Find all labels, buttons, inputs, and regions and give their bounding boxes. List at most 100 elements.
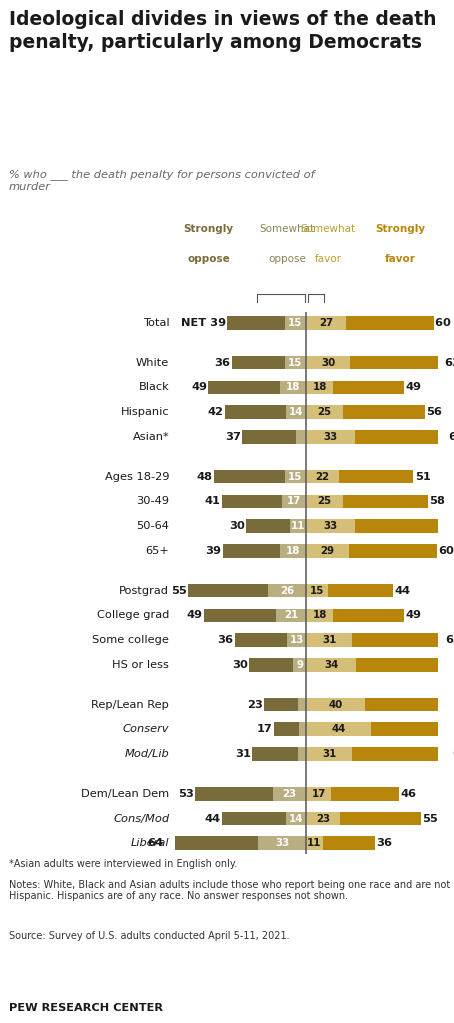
Text: PEW RESEARCH CENTER: PEW RESEARCH CENTER (9, 1003, 163, 1013)
Text: Liberal: Liberal (131, 838, 169, 848)
Bar (242, 430, 296, 444)
Text: % who ___ the death penalty for persons convicted of
murder: % who ___ the death penalty for persons … (9, 169, 315, 192)
Bar (346, 316, 434, 329)
Text: 36: 36 (377, 838, 393, 848)
Bar (306, 698, 365, 711)
Bar (352, 633, 444, 647)
Bar (306, 381, 333, 394)
Bar (287, 633, 306, 647)
Bar (306, 584, 328, 597)
Bar (343, 405, 425, 419)
Bar (281, 494, 306, 508)
Bar (280, 544, 306, 558)
Text: Rep/Lean Rep: Rep/Lean Rep (91, 700, 169, 710)
Text: 44: 44 (394, 585, 410, 595)
Text: Dem/Lean Dem: Dem/Lean Dem (81, 789, 169, 799)
Text: 65+: 65+ (146, 546, 169, 555)
Text: 31: 31 (322, 749, 336, 759)
Text: 44: 44 (204, 813, 220, 824)
Bar (232, 356, 285, 369)
Text: 30: 30 (229, 521, 245, 531)
Text: 18: 18 (312, 383, 327, 393)
Text: 50-64: 50-64 (137, 521, 169, 531)
Text: 40: 40 (329, 700, 343, 710)
Bar (227, 316, 285, 329)
Bar (306, 722, 371, 737)
Text: favor: favor (315, 254, 342, 264)
Text: Asian*: Asian* (133, 432, 169, 442)
Bar (195, 787, 273, 801)
Text: 17: 17 (312, 789, 326, 799)
Text: favor: favor (385, 254, 415, 264)
Text: 15: 15 (310, 585, 325, 595)
Bar (306, 405, 343, 419)
Text: *Asian adults were interviewed in English only.: *Asian adults were interviewed in Englis… (9, 859, 237, 870)
Text: 42: 42 (207, 407, 223, 417)
Bar (306, 747, 352, 761)
Text: 25: 25 (318, 407, 332, 417)
Bar (356, 658, 454, 672)
Text: 14: 14 (289, 813, 303, 824)
Text: Ideological divides in views of the death
penalty, particularly among Democrats: Ideological divides in views of the deat… (9, 10, 437, 52)
Text: Black: Black (138, 383, 169, 393)
Text: 36: 36 (214, 358, 230, 367)
Bar (355, 430, 447, 444)
Text: 9: 9 (296, 660, 303, 670)
Text: 33: 33 (323, 432, 338, 442)
Text: 55: 55 (422, 813, 438, 824)
Text: 51: 51 (415, 472, 430, 482)
Text: 17: 17 (287, 496, 301, 506)
Bar (264, 698, 298, 711)
Bar (306, 658, 356, 672)
Bar (365, 698, 454, 711)
Text: 46: 46 (400, 789, 416, 799)
Text: Some college: Some college (93, 635, 169, 646)
Bar (208, 381, 280, 394)
Bar (214, 470, 285, 484)
Text: 33: 33 (323, 521, 338, 531)
Text: 18: 18 (286, 383, 301, 393)
Text: 60: 60 (438, 546, 454, 555)
Text: 49: 49 (406, 611, 422, 620)
Bar (339, 470, 413, 484)
Bar (249, 658, 293, 672)
Bar (306, 633, 352, 647)
Bar (306, 356, 350, 369)
Text: Mod/Lib: Mod/Lib (124, 749, 169, 759)
Text: Strongly: Strongly (375, 224, 425, 233)
Bar (333, 609, 405, 622)
Bar (188, 584, 268, 597)
Text: oppose: oppose (268, 254, 306, 264)
Text: 53: 53 (178, 789, 194, 799)
Text: 64: 64 (147, 838, 163, 848)
Bar (306, 430, 355, 444)
Bar (299, 722, 306, 737)
Bar (306, 811, 340, 826)
Text: 60 NET: 60 NET (435, 318, 454, 328)
Text: 25: 25 (318, 496, 332, 506)
Text: 39: 39 (206, 546, 222, 555)
Text: Somewhat: Somewhat (301, 224, 356, 233)
Text: NET 39: NET 39 (181, 318, 226, 328)
Text: 36: 36 (217, 635, 233, 646)
Text: 41: 41 (204, 496, 220, 506)
Bar (235, 633, 287, 647)
Bar (247, 520, 291, 533)
Text: 30-49: 30-49 (136, 496, 169, 506)
Bar (286, 405, 306, 419)
Bar (355, 520, 454, 533)
Bar (252, 747, 298, 761)
Text: 31: 31 (322, 635, 336, 646)
Bar (306, 609, 333, 622)
Text: College grad: College grad (97, 611, 169, 620)
Bar (306, 494, 343, 508)
Text: Somewhat: Somewhat (260, 224, 315, 233)
Text: 11: 11 (307, 838, 322, 848)
Bar (268, 584, 306, 597)
Text: 26: 26 (281, 585, 295, 595)
Bar (273, 787, 306, 801)
Text: 58: 58 (429, 496, 445, 506)
Text: 68: 68 (453, 749, 454, 759)
Bar (343, 494, 428, 508)
Text: 18: 18 (286, 546, 301, 555)
